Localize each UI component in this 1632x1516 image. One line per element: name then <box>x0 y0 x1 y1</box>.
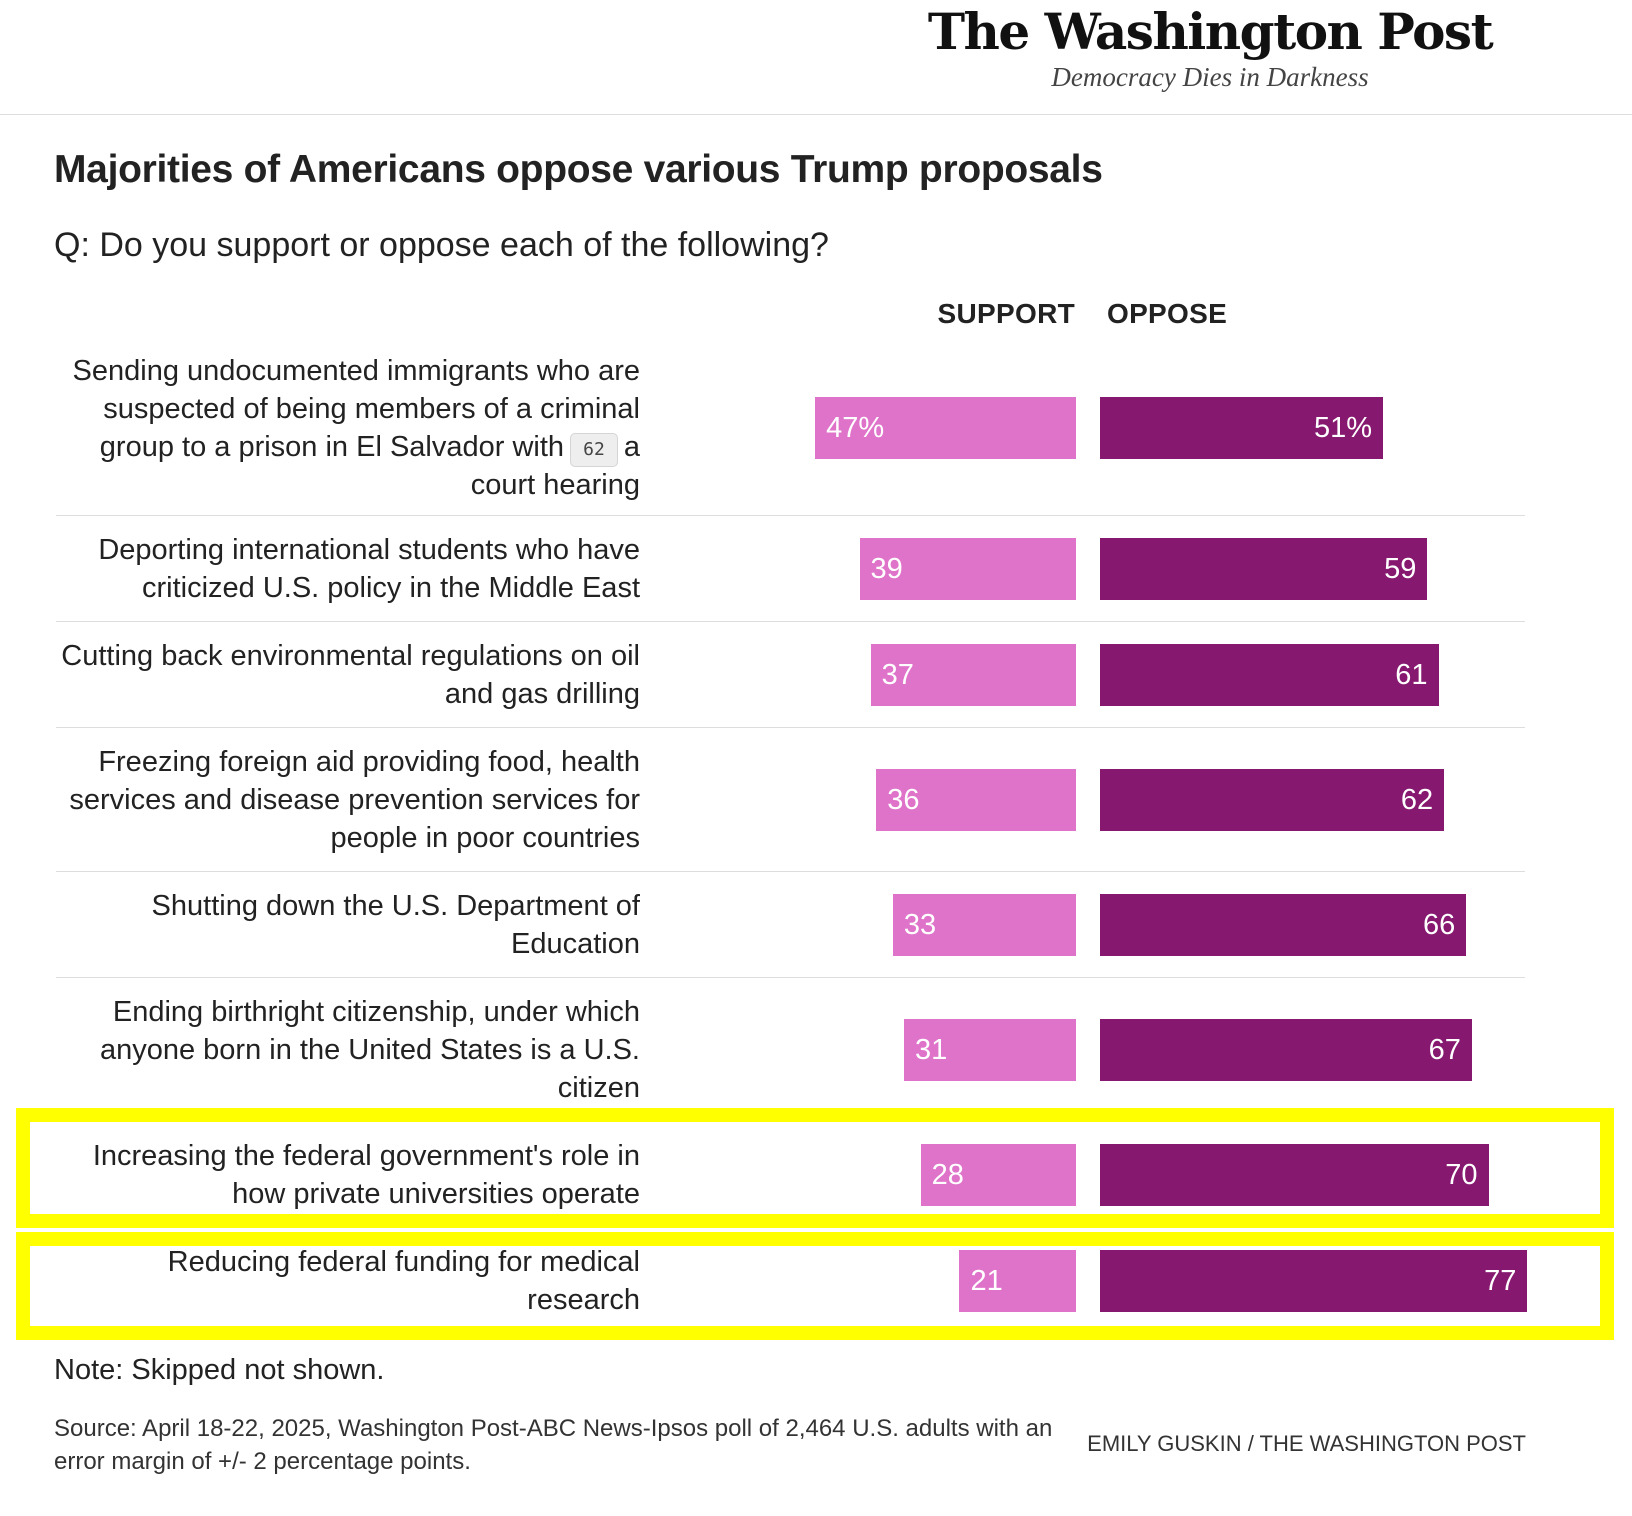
row-divider <box>56 727 1525 728</box>
row-label-text: a court hearing <box>470 431 640 501</box>
chart-row: Deporting international students who hav… <box>56 516 1525 622</box>
row-label-text: Sending undocumented immigrants who are … <box>72 355 640 463</box>
oppose-bar: 67 <box>1100 1019 1472 1081</box>
row-divider <box>56 515 1525 516</box>
row-divider <box>56 621 1525 622</box>
chart-subtitle: Q: Do you support or oppose each of the … <box>54 226 829 264</box>
oppose-bar: 62 <box>1100 769 1445 831</box>
support-bar: 47% <box>815 397 1076 459</box>
support-bar: 37 <box>870 644 1076 706</box>
chart-source: Source: April 18-22, 2025, Washington Po… <box>54 1415 1053 1475</box>
row-label: Freezing foreign aid providing food, hea… <box>69 746 640 854</box>
oppose-bar: 51% <box>1100 397 1384 459</box>
oppose-bar: 70 <box>1100 1144 1489 1206</box>
brand-tagline: Democracy Dies in Darkness <box>1051 62 1369 92</box>
chart-row: Reducing federal funding for medical res… <box>56 1228 1528 1334</box>
row-divider <box>56 977 1525 978</box>
oppose-bar: 59 <box>1100 538 1428 600</box>
row-label: Reducing federal funding for medical res… <box>167 1246 640 1316</box>
support-bar: 21 <box>959 1250 1076 1312</box>
oppose-bar: 77 <box>1100 1250 1528 1312</box>
brand-logo[interactable]: The Washington Post <box>927 2 1494 61</box>
row-label: Ending birthright citizenship, under whi… <box>99 996 640 1104</box>
support-column-header: SUPPORT <box>937 298 1075 329</box>
oppose-value-label: 51% <box>1314 412 1373 444</box>
oppose-value-label: 61 <box>1395 659 1428 691</box>
row-label: Cutting back environmental regulations o… <box>61 640 640 710</box>
value-tooltip: 62 <box>570 433 618 468</box>
support-value-label: 47% <box>826 412 885 444</box>
oppose-bar: 61 <box>1100 644 1439 706</box>
support-value-label: 37 <box>881 659 914 691</box>
chart-note: Note: Skipped not shown. <box>54 1354 385 1386</box>
oppose-value-label: 66 <box>1423 909 1456 941</box>
chart-row: Increasing the federal government's role… <box>56 1122 1525 1228</box>
support-value-label: 33 <box>903 909 937 941</box>
row-label: Shutting down the U.S. Department of Edu… <box>151 890 640 960</box>
support-bar: 28 <box>920 1144 1076 1206</box>
oppose-value-label: 67 <box>1428 1034 1461 1066</box>
chart-credit: EMILY GUSKIN / THE WASHINGTON POST <box>1087 1431 1526 1456</box>
row-label: Deporting international students who hav… <box>98 534 640 604</box>
support-value-label: 28 <box>931 1159 964 1191</box>
oppose-bar: 66 <box>1100 894 1467 956</box>
oppose-value-label: 70 <box>1445 1159 1478 1191</box>
chart-row: Shutting down the U.S. Department of Edu… <box>56 872 1525 978</box>
row-divider <box>56 871 1525 872</box>
chart-row: Cutting back environmental regulations o… <box>56 622 1525 728</box>
chart-row: Freezing foreign aid providing food, hea… <box>56 728 1525 872</box>
support-value-label: 31 <box>914 1034 948 1066</box>
oppose-value-label: 59 <box>1384 553 1417 585</box>
row-label: Sending undocumented immigrants who are … <box>56 352 640 504</box>
oppose-value-label: 62 <box>1400 784 1434 816</box>
support-bar: 33 <box>892 894 1076 956</box>
support-bar: 39 <box>859 538 1076 600</box>
support-bar: 36 <box>876 769 1076 831</box>
support-value-label: 39 <box>870 553 903 585</box>
chart-row: Sending undocumented immigrants who are … <box>56 340 1525 516</box>
masthead: The Washington Post Democracy Dies in Da… <box>0 0 1632 115</box>
support-bar: 31 <box>903 1019 1076 1081</box>
chart-title: Majorities of Americans oppose various T… <box>54 148 1103 191</box>
oppose-column-header: OPPOSE <box>1107 298 1228 329</box>
row-label: Increasing the federal government's role… <box>92 1140 640 1210</box>
support-value-label: 36 <box>887 784 920 816</box>
oppose-value-label: 77 <box>1484 1265 1517 1297</box>
support-value-label: 21 <box>970 1265 1003 1297</box>
chart-row: Ending birthright citizenship, under whi… <box>56 978 1525 1122</box>
